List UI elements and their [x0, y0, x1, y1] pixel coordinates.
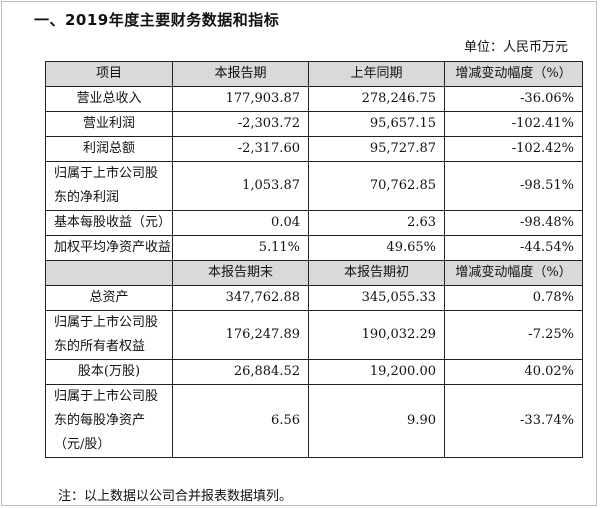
current-period-value: 177,903.87 [172, 86, 309, 112]
column-header: 上年同期 [308, 61, 445, 87]
row-label: 营业总收入 [45, 86, 173, 112]
prior-period-value: 95,657.15 [308, 111, 445, 137]
change-percent: -44.54% [444, 235, 583, 261]
column-header: 本报告期 [172, 61, 309, 87]
column-header: 增减变动幅度（%） [444, 61, 583, 87]
current-period-value: 5.11% [172, 235, 309, 261]
column-header: 本报告期初 [308, 260, 445, 286]
prior-period-value: 2.63 [308, 210, 445, 236]
change-percent: 0.78% [444, 285, 583, 311]
change-percent: -33.74% [444, 384, 583, 458]
row-label: 营业利润 [45, 111, 173, 137]
row-label: 归属于上市公司股东的所有者权益 [45, 310, 173, 360]
table-row: 归属于上市公司股东的净利润 1,053.87 70,762.85 -98.51% [45, 161, 583, 211]
current-period-value: -2,303.72 [172, 111, 309, 137]
change-percent: -102.41% [444, 111, 583, 137]
row-label: 基本每股收益（元） [45, 210, 173, 236]
period-start-value: 19,200.00 [308, 359, 445, 385]
table-row: 股本(万股) 26,884.52 19,200.00 40.02% [45, 359, 583, 385]
prior-period-value: 278,246.75 [308, 86, 445, 112]
period-start-value: 190,032.29 [308, 310, 445, 360]
table-row: 营业总收入 177,903.87 278,246.75 -36.06% [45, 86, 583, 112]
table-row: 总资产 347,762.88 345,055.33 0.78% [45, 285, 583, 311]
column-header [45, 260, 173, 286]
period-start-value: 345,055.33 [308, 285, 445, 311]
change-percent: -36.06% [444, 86, 583, 112]
row-label: 利润总额 [45, 136, 173, 162]
table-row: 利润总额 -2,317.60 95,727.87 -102.42% [45, 136, 583, 162]
row-label: 归属于上市公司股东的每股净资产（元/股） [45, 384, 173, 458]
period-start-value: 9.90 [308, 384, 445, 458]
prior-period-value: 70,762.85 [308, 161, 445, 211]
financial-data-table: 项目 本报告期 上年同期 增减变动幅度（%） 营业总收入 177,903.87 … [45, 61, 583, 458]
change-percent: -102.42% [444, 136, 583, 162]
change-percent: -7.25% [444, 310, 583, 360]
section-title: 一、2019年度主要财务数据和指标 [34, 11, 280, 29]
period-end-value: 347,762.88 [172, 285, 309, 311]
change-percent: -98.51% [444, 161, 583, 211]
unit-label: 单位：人民币万元 [463, 40, 568, 55]
table-header-row: 项目 本报告期 上年同期 增减变动幅度（%） [45, 61, 583, 87]
table-row: 归属于上市公司股东的所有者权益 176,247.89 190,032.29 -7… [45, 310, 583, 360]
table-row: 营业利润 -2,303.72 95,657.15 -102.41% [45, 111, 583, 137]
table-row: 基本每股收益（元） 0.04 2.63 -98.48% [45, 210, 583, 236]
row-label: 总资产 [45, 285, 173, 311]
column-header: 增减变动幅度（%） [444, 260, 583, 286]
table-row: 加权平均净资产收益率 5.11% 49.65% -44.54% [45, 235, 583, 261]
period-end-value: 6.56 [172, 384, 309, 458]
table-subheader-row: 本报告期末 本报告期初 增减变动幅度（%） [45, 260, 583, 286]
prior-period-value: 95,727.87 [308, 136, 445, 162]
row-label: 归属于上市公司股东的净利润 [45, 161, 173, 211]
current-period-value: 0.04 [172, 210, 309, 236]
row-label: 股本(万股) [45, 359, 173, 385]
current-period-value: 1,053.87 [172, 161, 309, 211]
table-row: 归属于上市公司股东的每股净资产（元/股） 6.56 9.90 -33.74% [45, 384, 583, 458]
change-percent: 40.02% [444, 359, 583, 385]
column-header: 项目 [45, 61, 173, 87]
footnote: 注：以上数据以公司合并报表数据填列。 [58, 489, 293, 504]
column-header: 本报告期末 [172, 260, 309, 286]
change-percent: -98.48% [444, 210, 583, 236]
prior-period-value: 49.65% [308, 235, 445, 261]
period-end-value: 176,247.89 [172, 310, 309, 360]
current-period-value: -2,317.60 [172, 136, 309, 162]
row-label: 加权平均净资产收益率 [45, 235, 173, 261]
period-end-value: 26,884.52 [172, 359, 309, 385]
